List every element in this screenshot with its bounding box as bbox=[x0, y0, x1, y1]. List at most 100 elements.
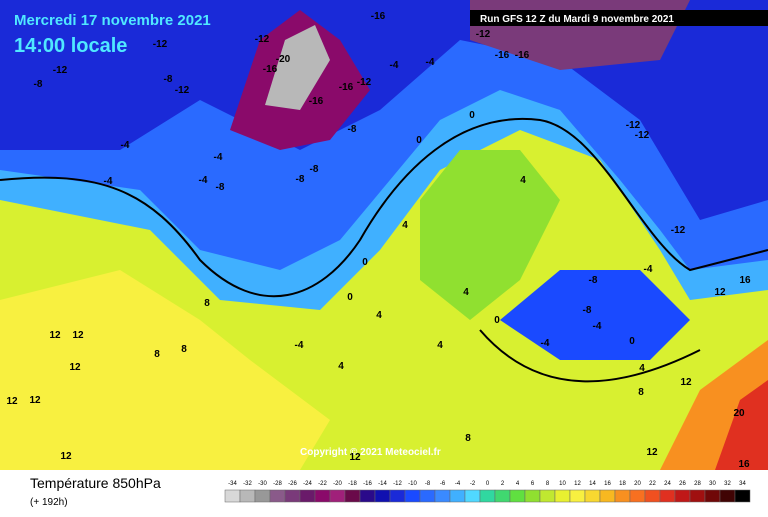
map-label: -20 bbox=[276, 54, 291, 65]
scale-label: -4 bbox=[455, 481, 461, 487]
map-label: 8 bbox=[204, 298, 210, 309]
map-label: 12 bbox=[69, 362, 81, 373]
map-label: -4 bbox=[390, 60, 399, 71]
scale-swatch bbox=[629, 489, 646, 503]
map-label: -8 bbox=[583, 305, 592, 316]
scale-swatch bbox=[314, 489, 331, 503]
map-label: -4 bbox=[104, 176, 113, 187]
scale-label: -20 bbox=[333, 481, 342, 487]
map-label: 0 bbox=[629, 336, 635, 347]
map-label: 16 bbox=[738, 459, 750, 470]
map-label: 20 bbox=[733, 408, 745, 419]
map-label: -16 bbox=[495, 50, 510, 61]
scale-swatch bbox=[704, 489, 721, 503]
scale-swatch bbox=[284, 489, 301, 503]
scale-swatch bbox=[449, 489, 466, 503]
scale-label: -34 bbox=[228, 481, 237, 487]
footer-lead: (+ 192h) bbox=[30, 497, 68, 508]
scale-swatch bbox=[299, 489, 316, 503]
scale-label: 6 bbox=[531, 481, 535, 487]
map-label: 0 bbox=[416, 135, 422, 146]
map-label: 4 bbox=[338, 361, 344, 372]
scale-label: 20 bbox=[634, 481, 641, 487]
scale-label: -8 bbox=[425, 481, 431, 487]
map-label: -16 bbox=[339, 82, 354, 93]
scale-label: 18 bbox=[619, 481, 626, 487]
map-label: -16 bbox=[515, 50, 530, 61]
map-label: 12 bbox=[6, 396, 18, 407]
scale-label: 22 bbox=[649, 481, 656, 487]
russia-cold bbox=[500, 270, 690, 360]
copyright: Copyright © 2021 Meteociel.fr bbox=[300, 447, 441, 458]
map-label: -8 bbox=[589, 275, 598, 286]
scale-swatch bbox=[389, 489, 406, 503]
scale-swatch bbox=[239, 489, 256, 503]
scale-label: -28 bbox=[273, 481, 282, 487]
scale-swatch bbox=[329, 489, 346, 503]
map-label: 4 bbox=[520, 175, 526, 186]
scale-label: 24 bbox=[664, 481, 671, 487]
run-box bbox=[470, 10, 768, 26]
map-label: -8 bbox=[164, 74, 173, 85]
scale-label: -32 bbox=[243, 481, 252, 487]
map-label: 12 bbox=[60, 451, 72, 462]
scale-swatch bbox=[644, 489, 661, 503]
map-label: 8 bbox=[181, 344, 187, 355]
map-label: 16 bbox=[739, 275, 751, 286]
map-label: 4 bbox=[402, 220, 408, 231]
map-label: 8 bbox=[154, 349, 160, 360]
map-label: 12 bbox=[646, 447, 658, 458]
map-label: -12 bbox=[153, 39, 168, 50]
map-label: -12 bbox=[357, 77, 372, 88]
scale-swatch bbox=[374, 489, 391, 503]
map-label: -12 bbox=[476, 29, 491, 40]
greenland-core bbox=[265, 25, 330, 110]
scale-swatch bbox=[674, 489, 691, 503]
scale-swatch bbox=[689, 489, 706, 503]
zero-isotherm bbox=[0, 117, 768, 298]
isotherm bbox=[479, 329, 701, 383]
map-label: -4 bbox=[541, 338, 550, 349]
map-label: -12 bbox=[626, 120, 641, 131]
warm-zone bbox=[0, 270, 330, 470]
scale-label: -2 bbox=[470, 481, 476, 487]
scale-label: 28 bbox=[694, 481, 701, 487]
map-label: 4 bbox=[437, 340, 443, 351]
hotter-zone bbox=[715, 380, 768, 470]
europe-zone bbox=[420, 150, 560, 320]
scale-swatch bbox=[254, 489, 271, 503]
map-label: -4 bbox=[426, 57, 435, 68]
map-label: 4 bbox=[376, 310, 382, 321]
map-label: -8 bbox=[296, 174, 305, 185]
scale-label: 32 bbox=[724, 481, 731, 487]
map-label: -8 bbox=[216, 182, 225, 193]
map-label: -12 bbox=[255, 34, 270, 45]
map-label: 12 bbox=[72, 330, 84, 341]
map-label: -16 bbox=[371, 11, 386, 22]
scale-swatch bbox=[479, 489, 496, 503]
map-label: -8 bbox=[348, 124, 357, 135]
scale-label: -14 bbox=[378, 481, 387, 487]
map-label: -12 bbox=[635, 130, 650, 141]
map-label: 0 bbox=[347, 292, 353, 303]
scale-label: -16 bbox=[363, 481, 372, 487]
scale-label: -22 bbox=[318, 481, 327, 487]
map-label: 0 bbox=[469, 110, 475, 121]
scale-swatch bbox=[404, 489, 421, 503]
scale-swatch bbox=[719, 489, 736, 503]
scale-label: -12 bbox=[393, 481, 402, 487]
date-label: Mercredi 17 novembre 2021 bbox=[14, 12, 211, 29]
map-label: -4 bbox=[199, 175, 208, 186]
scale-swatch bbox=[554, 489, 571, 503]
map-label: -4 bbox=[214, 152, 223, 163]
scale-swatch bbox=[569, 489, 586, 503]
scale-label: 12 bbox=[574, 481, 581, 487]
scale-swatch bbox=[419, 489, 436, 503]
scale-label: 14 bbox=[589, 481, 596, 487]
map-label: -12 bbox=[175, 85, 190, 96]
map-label: 12 bbox=[714, 287, 726, 298]
map-label: -4 bbox=[121, 140, 130, 151]
map-label: 0 bbox=[494, 315, 500, 326]
map-label: 8 bbox=[465, 433, 471, 444]
